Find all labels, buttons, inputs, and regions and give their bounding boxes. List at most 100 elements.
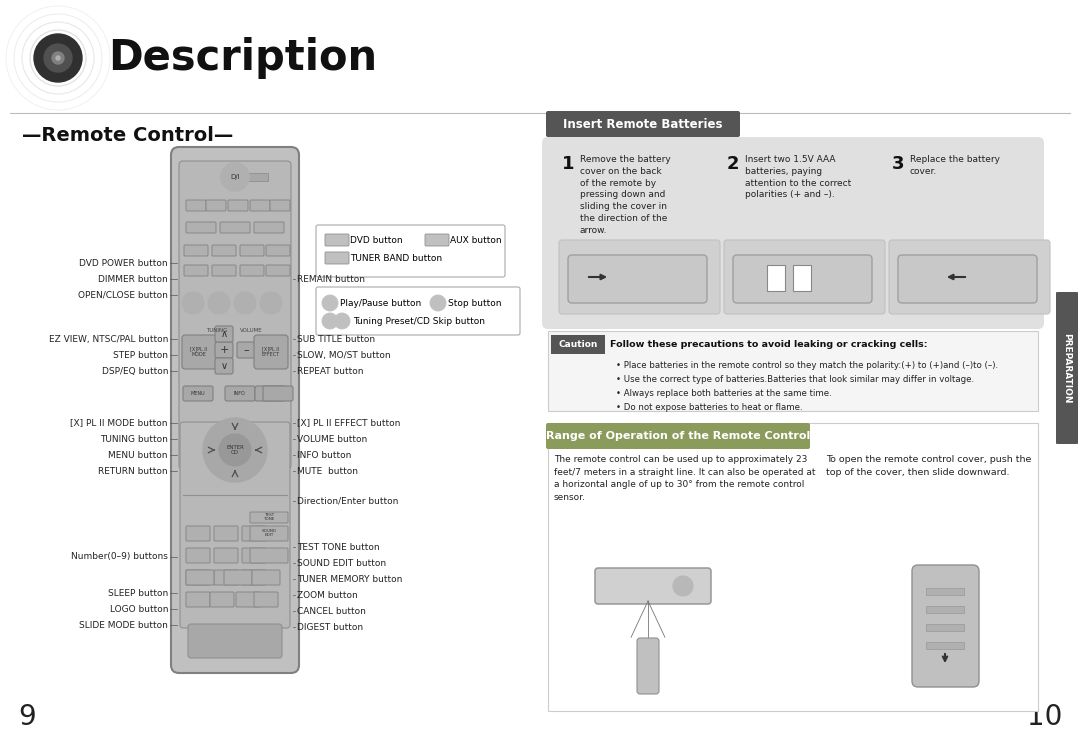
Text: [X]PL II
EFFECT: [X]PL II EFFECT xyxy=(262,346,280,358)
FancyBboxPatch shape xyxy=(237,592,260,607)
Text: SLOW, MO/ST button: SLOW, MO/ST button xyxy=(297,350,391,359)
FancyBboxPatch shape xyxy=(270,200,291,211)
FancyBboxPatch shape xyxy=(180,422,291,628)
FancyBboxPatch shape xyxy=(214,570,238,585)
FancyBboxPatch shape xyxy=(183,386,213,401)
Text: Direction/Enter button: Direction/Enter button xyxy=(297,496,399,505)
Text: MUTE  button: MUTE button xyxy=(297,467,357,475)
FancyBboxPatch shape xyxy=(228,200,248,211)
Text: ENTER
CD: ENTER CD xyxy=(226,444,244,456)
FancyBboxPatch shape xyxy=(215,342,233,358)
FancyBboxPatch shape xyxy=(249,526,288,541)
FancyBboxPatch shape xyxy=(186,548,210,563)
Text: MENU button: MENU button xyxy=(108,450,168,459)
FancyBboxPatch shape xyxy=(242,570,266,585)
Circle shape xyxy=(183,292,204,314)
Circle shape xyxy=(322,313,338,329)
FancyBboxPatch shape xyxy=(559,240,720,314)
Text: SOUND
EDIT: SOUND EDIT xyxy=(261,529,276,538)
FancyBboxPatch shape xyxy=(733,255,872,303)
Text: 10: 10 xyxy=(1027,703,1062,731)
Text: DVD POWER button: DVD POWER button xyxy=(79,258,168,267)
Circle shape xyxy=(430,295,446,311)
FancyBboxPatch shape xyxy=(242,548,266,563)
Text: [X]PL II
MODE: [X]PL II MODE xyxy=(190,346,207,358)
FancyBboxPatch shape xyxy=(184,245,208,256)
Text: • Do not expose batteries to heat or flame.: • Do not expose batteries to heat or fla… xyxy=(616,403,802,412)
Text: CANCEL button: CANCEL button xyxy=(297,606,366,615)
FancyBboxPatch shape xyxy=(210,592,234,607)
FancyBboxPatch shape xyxy=(215,358,233,374)
Circle shape xyxy=(221,163,249,191)
Text: Replace the battery
cover.: Replace the battery cover. xyxy=(910,155,1000,175)
Text: SLIDE MODE button: SLIDE MODE button xyxy=(79,620,168,630)
FancyBboxPatch shape xyxy=(183,335,216,369)
Text: 2: 2 xyxy=(727,155,740,173)
FancyBboxPatch shape xyxy=(237,342,255,358)
Text: ZOOM button: ZOOM button xyxy=(297,590,357,599)
FancyBboxPatch shape xyxy=(249,512,288,523)
Text: • Always replace both batteries at the same time.: • Always replace both batteries at the s… xyxy=(616,389,832,398)
FancyBboxPatch shape xyxy=(1056,292,1078,444)
Text: Insert Remote Batteries: Insert Remote Batteries xyxy=(564,117,723,130)
Text: VOLUME button: VOLUME button xyxy=(297,434,367,444)
Text: The remote control can be used up to approximately 23
feet/7 meters in a straigh: The remote control can be used up to app… xyxy=(554,455,815,501)
Text: REPEAT button: REPEAT button xyxy=(297,367,364,376)
FancyBboxPatch shape xyxy=(266,265,291,276)
FancyBboxPatch shape xyxy=(546,423,810,449)
Text: AUX button: AUX button xyxy=(450,236,501,245)
FancyBboxPatch shape xyxy=(240,245,264,256)
FancyBboxPatch shape xyxy=(220,222,249,233)
Circle shape xyxy=(322,295,338,311)
Text: • Use the correct type of batteries.Batteries that look similar may differ in vo: • Use the correct type of batteries.Batt… xyxy=(616,375,974,384)
Bar xyxy=(548,331,1038,411)
Text: REMAIN button: REMAIN button xyxy=(297,275,365,283)
Text: OPEN/CLOSE button: OPEN/CLOSE button xyxy=(78,291,168,300)
Text: TUNING button: TUNING button xyxy=(100,434,168,444)
Circle shape xyxy=(56,56,60,60)
Text: ∨: ∨ xyxy=(220,361,228,371)
Text: 9: 9 xyxy=(18,703,36,731)
Bar xyxy=(926,624,964,631)
Text: —Remote Control—: —Remote Control— xyxy=(22,126,233,145)
Text: SUB TITLE button: SUB TITLE button xyxy=(297,334,375,343)
FancyBboxPatch shape xyxy=(325,252,349,264)
FancyBboxPatch shape xyxy=(542,137,1044,329)
Text: DVD button: DVD button xyxy=(350,236,403,245)
Text: TUNING: TUNING xyxy=(206,328,228,333)
Text: [X] PL II EFFECT button: [X] PL II EFFECT button xyxy=(297,419,401,428)
Text: SLEEP button: SLEEP button xyxy=(108,589,168,597)
Text: Tuning Preset/CD Skip button: Tuning Preset/CD Skip button xyxy=(353,316,485,325)
FancyBboxPatch shape xyxy=(186,592,210,607)
FancyBboxPatch shape xyxy=(595,568,711,604)
Bar xyxy=(548,423,1038,711)
Bar xyxy=(793,265,811,291)
Text: TEST TONE button: TEST TONE button xyxy=(297,542,380,551)
FancyBboxPatch shape xyxy=(912,565,978,687)
FancyBboxPatch shape xyxy=(184,265,208,276)
FancyBboxPatch shape xyxy=(426,234,449,246)
Bar xyxy=(240,173,268,181)
Bar xyxy=(926,606,964,613)
Text: –: – xyxy=(243,345,248,355)
FancyBboxPatch shape xyxy=(254,592,278,607)
Text: 3: 3 xyxy=(892,155,905,173)
Circle shape xyxy=(208,292,230,314)
Text: PREPARATION: PREPARATION xyxy=(1063,333,1071,404)
Text: RETURN button: RETURN button xyxy=(98,467,168,475)
Text: [X] PL II MODE button: [X] PL II MODE button xyxy=(70,419,168,428)
Text: EZ VIEW, NTSC/PAL button: EZ VIEW, NTSC/PAL button xyxy=(49,334,168,343)
Text: TUNER BAND button: TUNER BAND button xyxy=(350,254,442,263)
FancyBboxPatch shape xyxy=(240,265,264,276)
Text: Number(0–9) buttons: Number(0–9) buttons xyxy=(71,553,168,562)
FancyBboxPatch shape xyxy=(212,265,237,276)
FancyBboxPatch shape xyxy=(186,526,210,541)
FancyBboxPatch shape xyxy=(546,111,740,137)
Circle shape xyxy=(260,292,282,314)
FancyBboxPatch shape xyxy=(316,225,505,277)
Text: Insert two 1.5V AAA
batteries, paying
attention to the correct
polarities (+ and: Insert two 1.5V AAA batteries, paying at… xyxy=(745,155,851,200)
Bar xyxy=(926,642,964,649)
FancyBboxPatch shape xyxy=(214,526,238,541)
Text: Range of Operation of the Remote Control: Range of Operation of the Remote Control xyxy=(545,431,810,441)
FancyBboxPatch shape xyxy=(171,147,299,673)
